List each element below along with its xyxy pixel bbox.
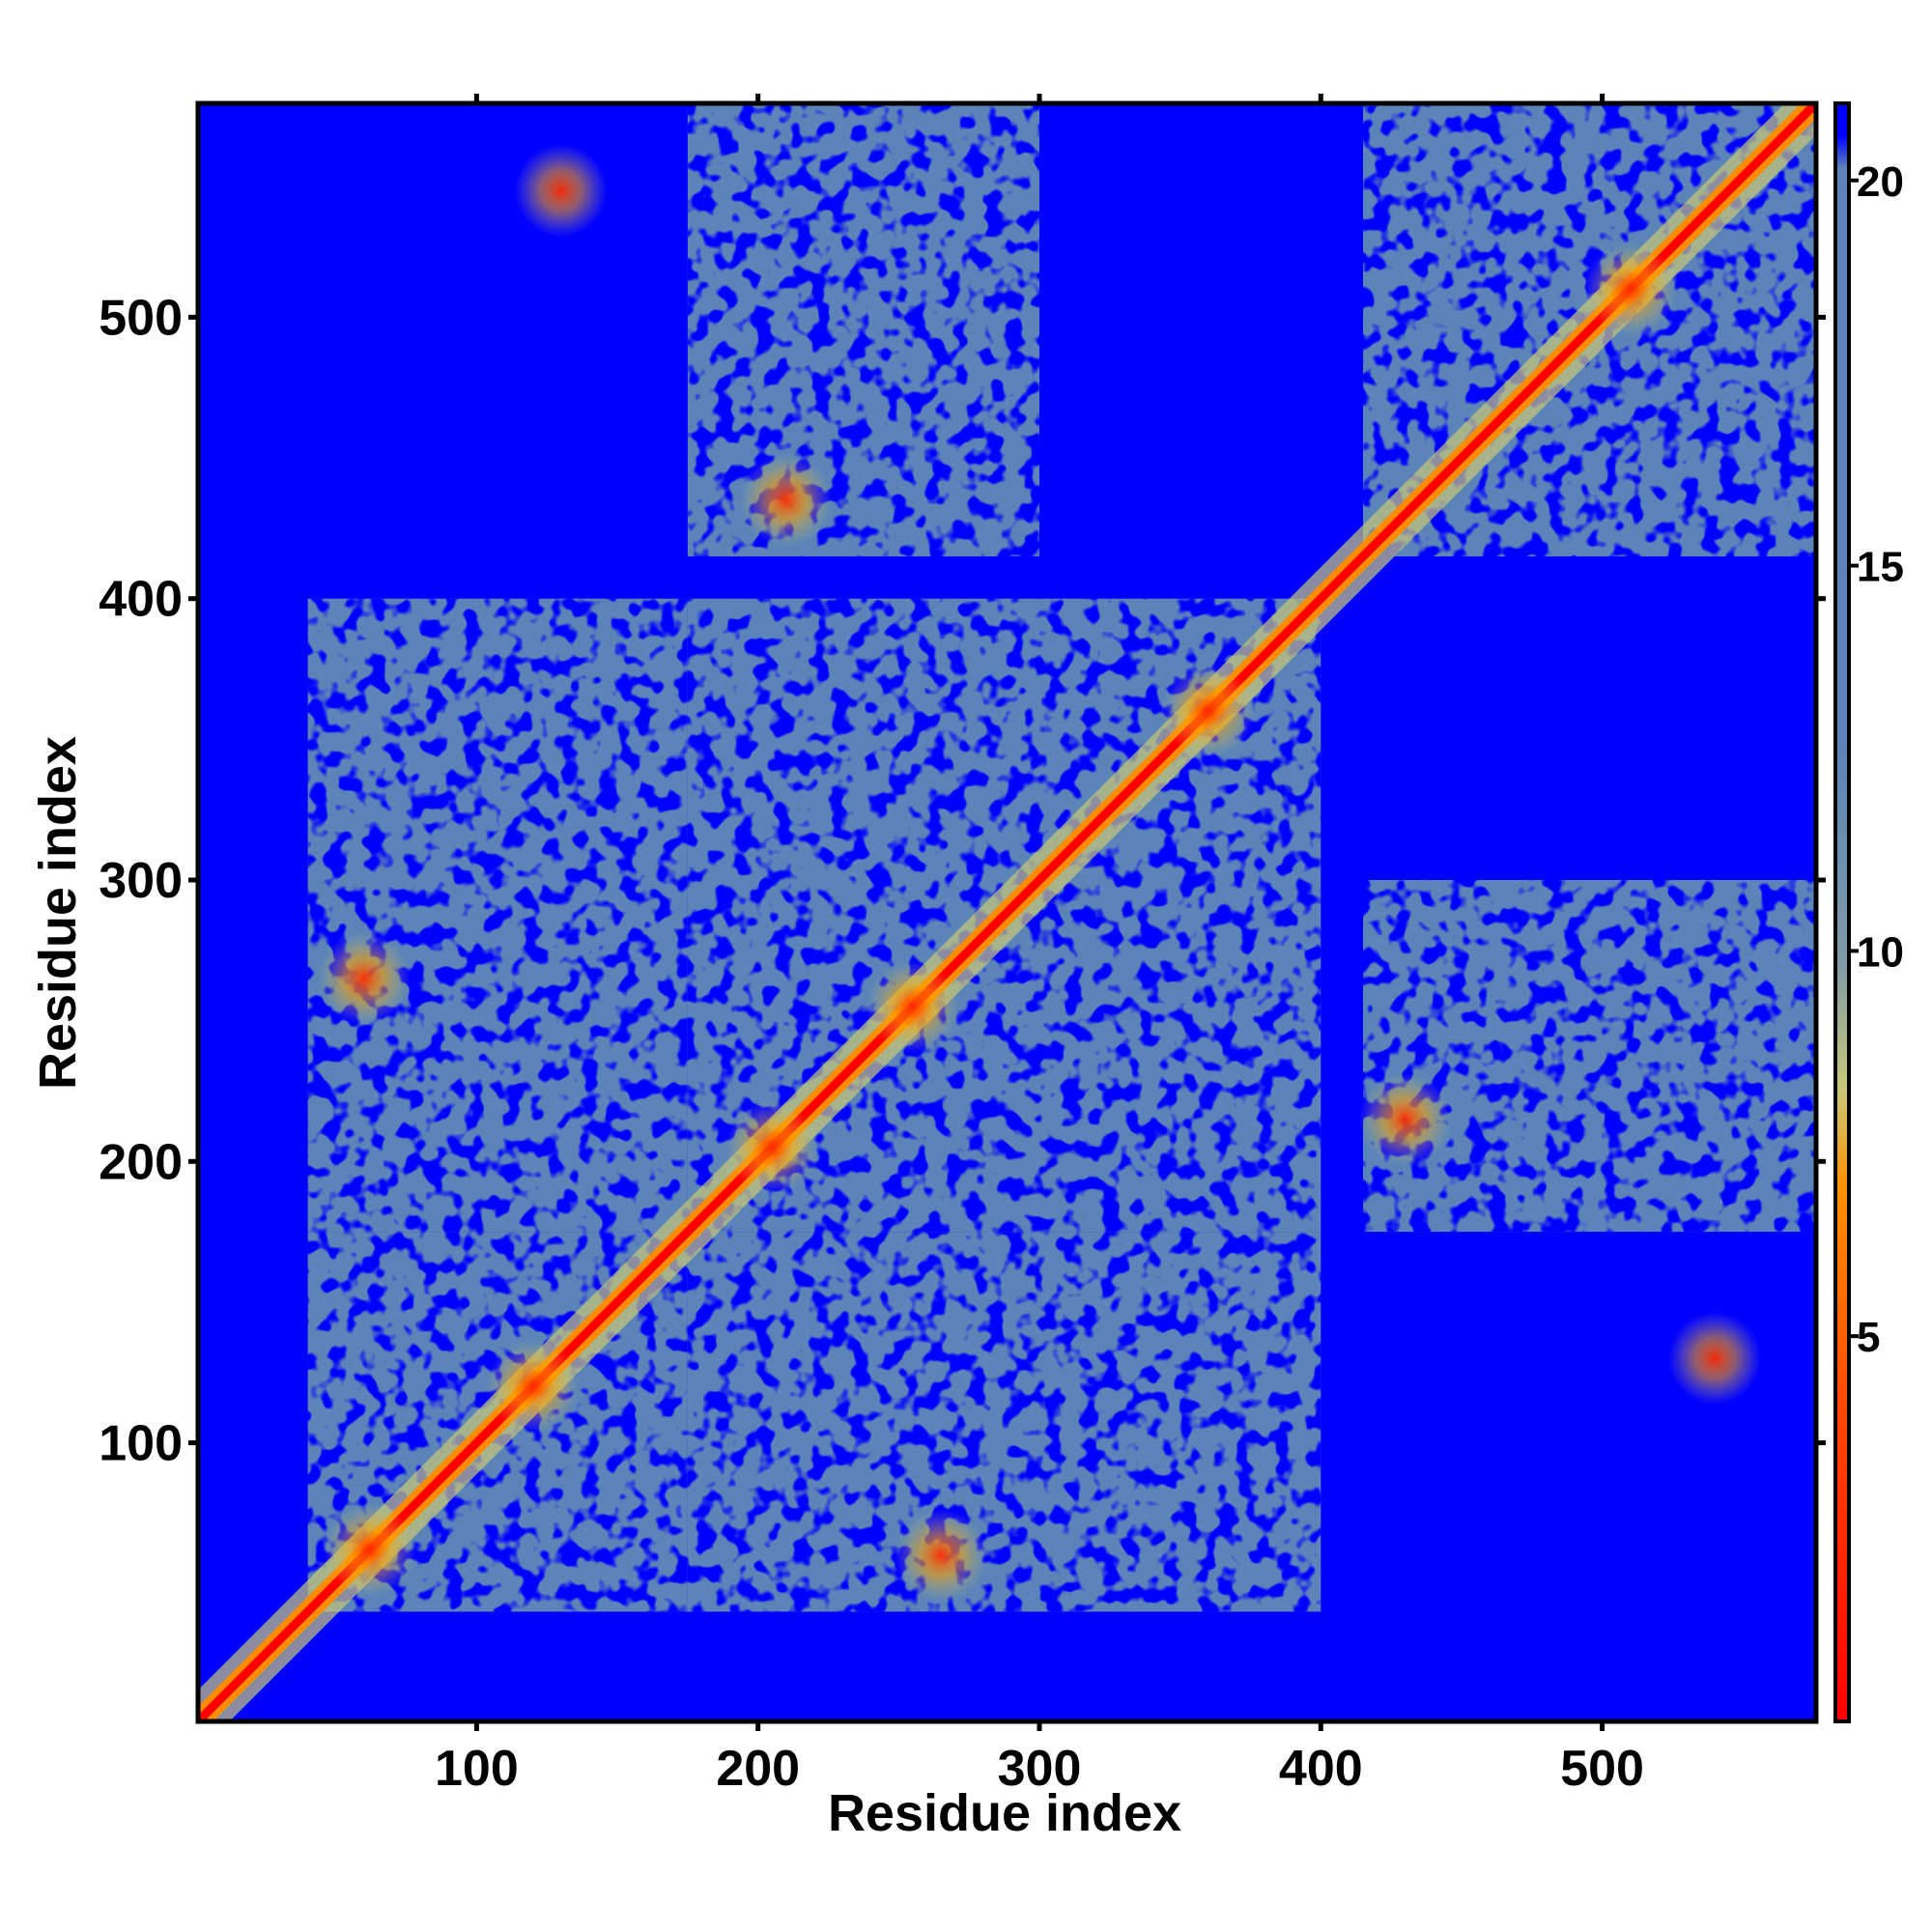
contact-region [687, 598, 1039, 880]
contact-region [1039, 880, 1321, 1233]
contact-hotspot [1583, 242, 1677, 336]
contact-hotspot [1358, 1072, 1452, 1166]
x-axis: 100 200 300 400 500 [435, 1721, 1644, 1797]
contact-region [687, 103, 1039, 556]
contact-region [1363, 880, 1816, 1233]
contact-hotspot [725, 1100, 819, 1194]
x-tick-label: 500 [1560, 1741, 1644, 1797]
plot-frame [195, 100, 1819, 1724]
contact-hotspot [895, 1509, 988, 1603]
right-axis-ticks [1816, 314, 1826, 1446]
x-tick-label: 300 [998, 1741, 1082, 1797]
colorbar-tick-label: 10 [1857, 928, 1904, 976]
y-tick-label: 100 [99, 1416, 183, 1472]
contact-hotspot [323, 1503, 416, 1597]
contact-region [307, 880, 688, 1233]
colorbar-tick-label: 20 [1857, 158, 1904, 206]
contact-hotspot [486, 1340, 580, 1434]
x-tick-label: 100 [435, 1741, 519, 1797]
y-tick-label: 500 [99, 290, 183, 346]
contact-hotspot [514, 144, 608, 238]
contact-region [307, 598, 688, 880]
x-tick-label: 200 [716, 1741, 800, 1797]
y-axis-label: Residue index [29, 736, 87, 1090]
top-axis-ticks [473, 94, 1605, 103]
colorbar-gradient [1833, 101, 1851, 1723]
heatmap-area [198, 103, 1816, 1721]
y-axis: 100 200 300 400 500 [99, 290, 198, 1472]
colorbar-ticks: 5 10 15 20 [1849, 158, 1904, 1361]
contact-hotspot [1668, 1312, 1762, 1406]
contact-region [687, 1232, 1039, 1612]
colorbar: 5 10 15 20 [1833, 101, 1904, 1723]
y-tick-label: 300 [99, 853, 183, 909]
y-tick-label: 400 [99, 572, 183, 628]
x-tick-label: 400 [1279, 1741, 1363, 1797]
colorbar-tick-label: 5 [1857, 1314, 1880, 1361]
colorbar-tick-label: 15 [1857, 544, 1904, 591]
contact-hotspot [739, 453, 833, 547]
x-axis-label: Residue index [828, 1784, 1181, 1842]
y-tick-label: 200 [99, 1134, 183, 1190]
contact-hotspot [317, 931, 411, 1025]
contact-hotspot [866, 960, 959, 1054]
contact-region [1039, 1232, 1321, 1612]
contact-hotspot [1161, 665, 1255, 758]
diagonal-contacts [198, 103, 1816, 1721]
